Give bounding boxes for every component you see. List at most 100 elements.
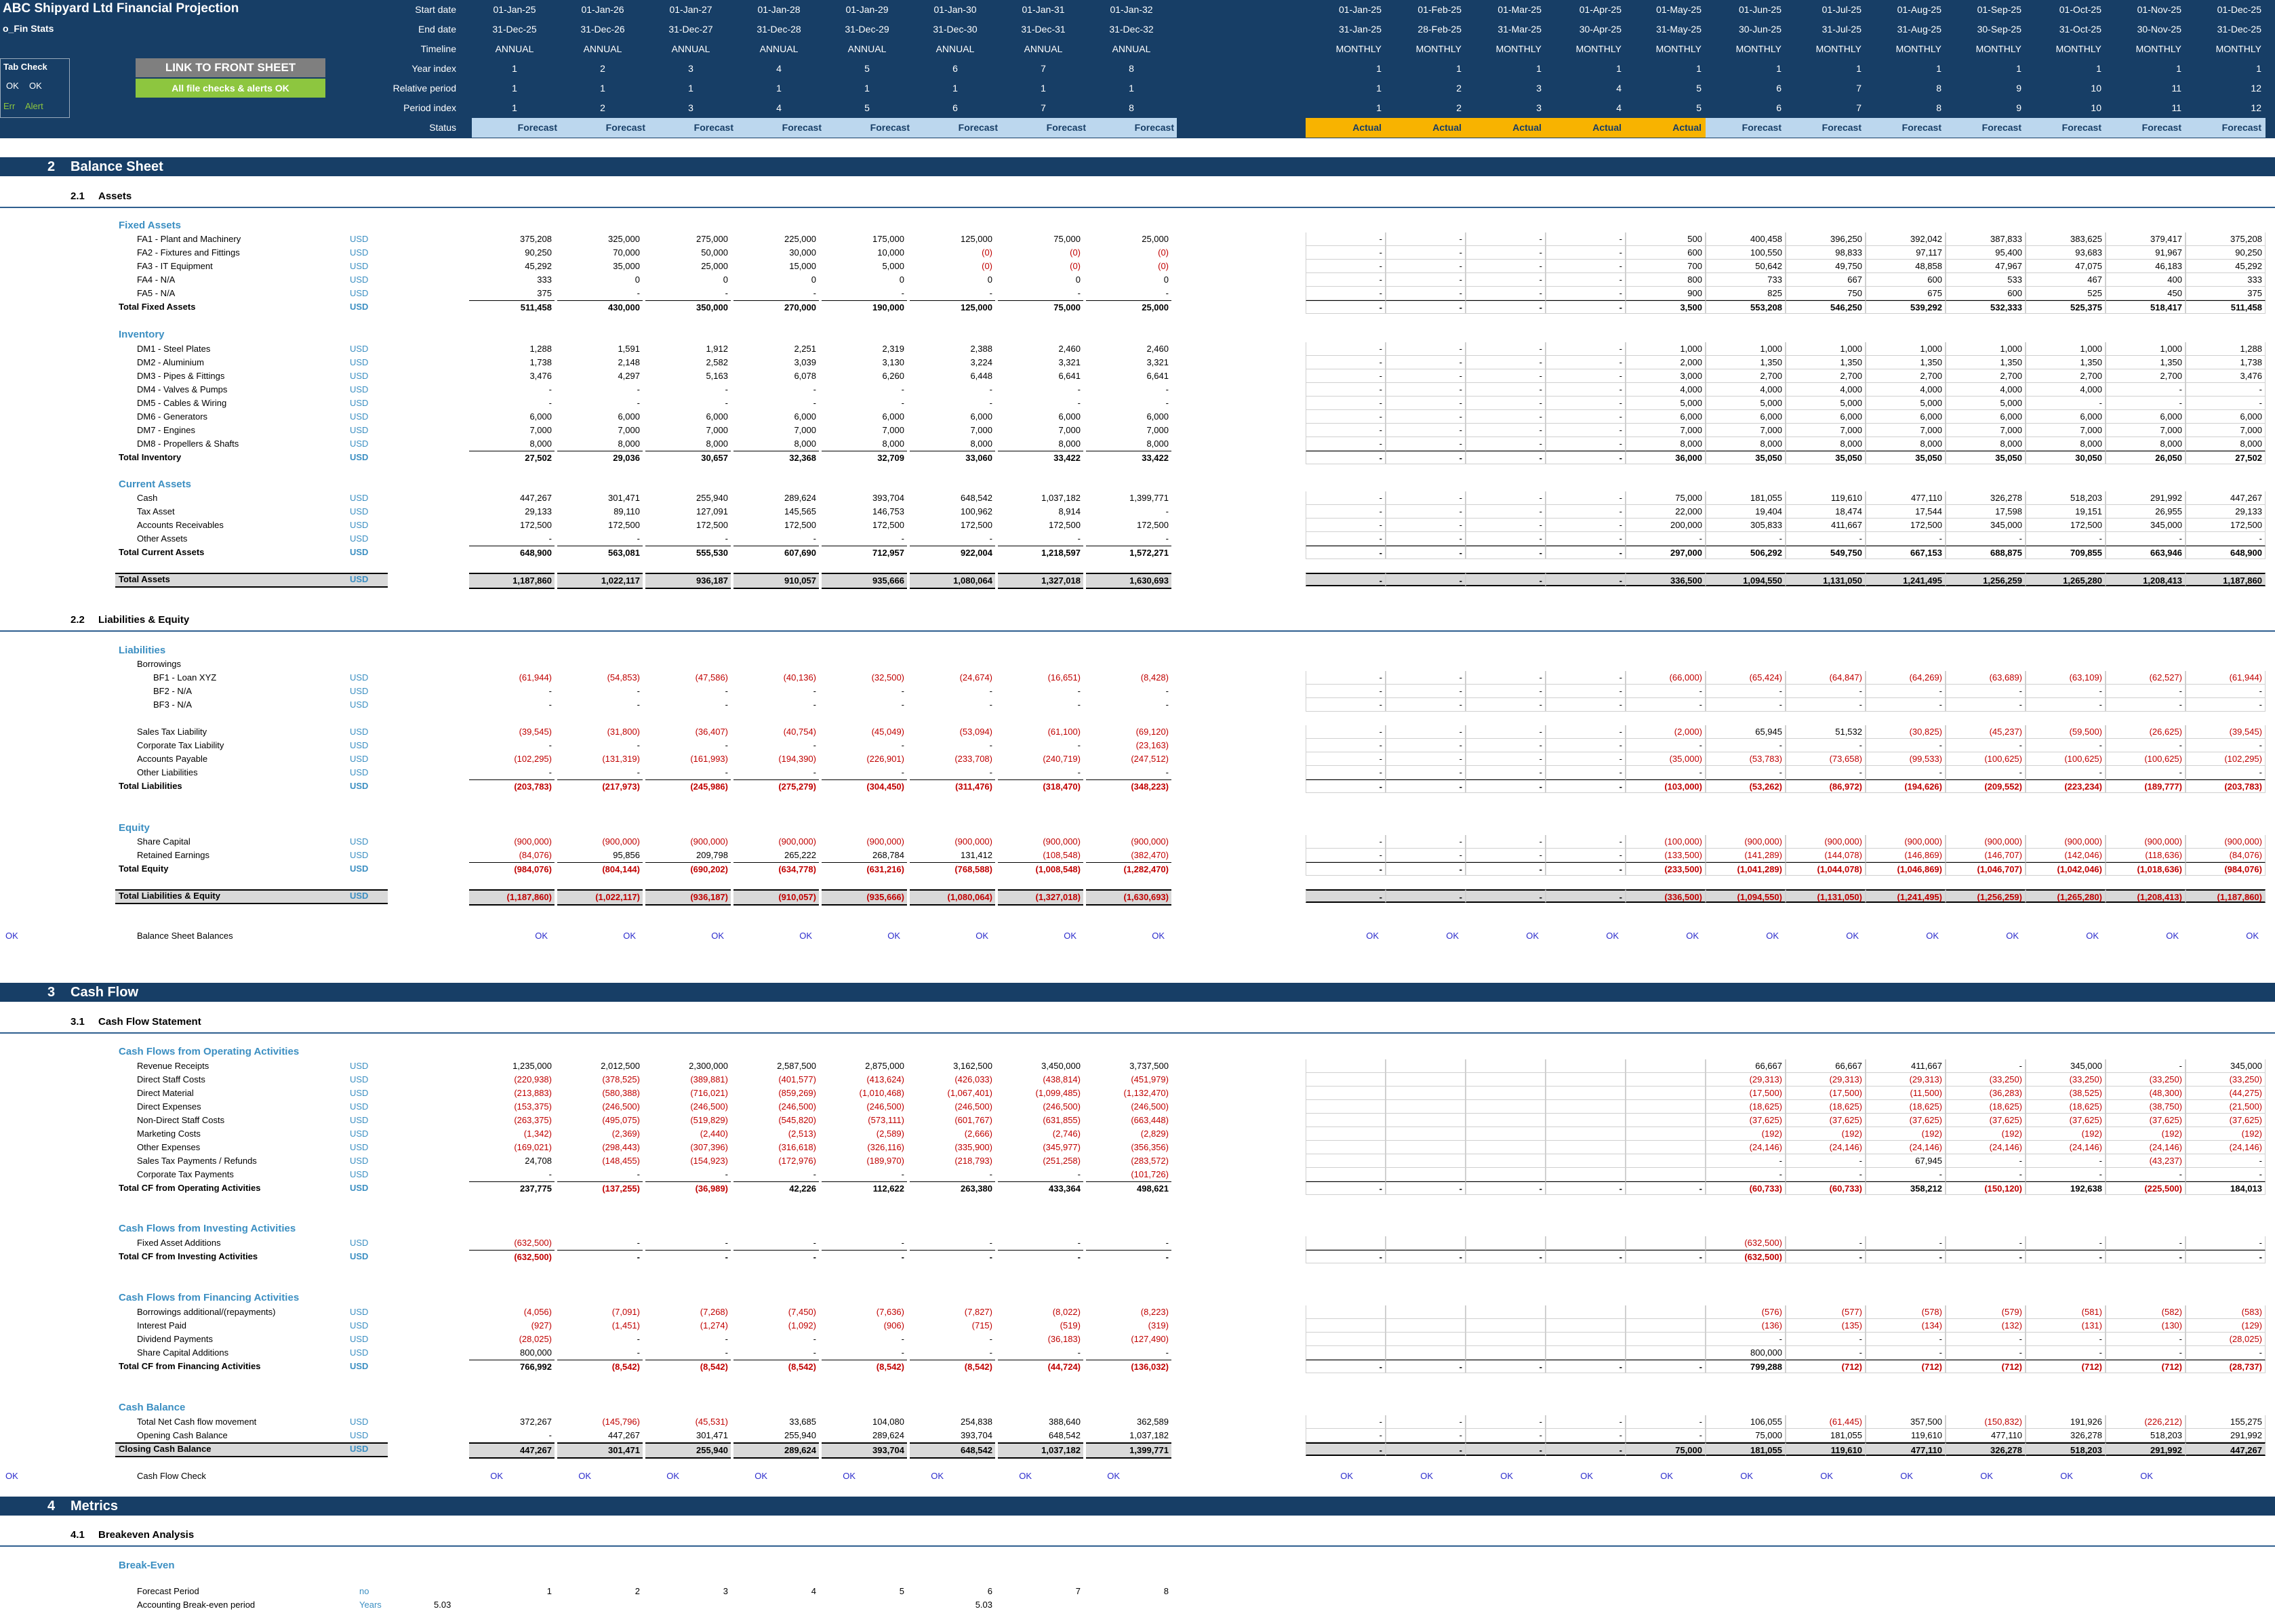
- annual-header-cell: 1: [776, 83, 782, 94]
- monthly-value-cell: -: [1306, 300, 1386, 314]
- monthly-value-cell: -: [1386, 1250, 1466, 1263]
- monthly-value-cell: (712): [2106, 1360, 2186, 1373]
- monthly-value-cell: -: [1546, 273, 1626, 287]
- annual-value-cell: -: [548, 398, 552, 408]
- monthly-value-cell: -: [1386, 685, 1466, 698]
- link-to-front-sheet-button[interactable]: LINK TO FRONT SHEET: [136, 58, 325, 77]
- monthly-value-cell: -: [1946, 1236, 2026, 1250]
- annual-value-cell: (47,586): [695, 672, 728, 683]
- tab-check-title: Tab Check: [3, 62, 47, 72]
- annual-value-cell: 712,957: [822, 546, 907, 560]
- monthly-value-cell: [1466, 1305, 1546, 1319]
- table-row: Borrowings additional/(repayments) USD (4,…: [0, 1305, 2275, 1319]
- annual-value-cell: 7,000: [970, 425, 992, 435]
- monthly-value-cell: [1466, 1100, 1546, 1114]
- annual-header-cell: 1: [512, 102, 517, 113]
- annual-value-cell: -: [1165, 398, 1169, 408]
- annual-header-cell: 5: [864, 63, 870, 74]
- monthly-value-cell: -: [1706, 739, 1786, 752]
- monthly-value-cell: -: [1626, 1429, 1706, 1442]
- annual-value-cell: -: [989, 1169, 992, 1179]
- annual-value-cell: 6,000: [618, 411, 640, 422]
- monthly-value-cell: -: [1546, 1415, 1626, 1429]
- row-label: DM3 - Pipes & Fittings: [137, 371, 225, 381]
- monthly-value-cell: -: [1866, 1236, 1946, 1250]
- annual-value-cell: 1,218,597: [998, 546, 1083, 560]
- row-label: DM6 - Generators: [137, 411, 208, 422]
- monthly-value-cell: -: [1386, 752, 1466, 766]
- total-label-bg: [115, 1442, 388, 1457]
- monthly-value-cell: (582): [2106, 1305, 2186, 1319]
- monthly-value-cell: -: [2026, 1168, 2106, 1181]
- section-number: 2: [47, 159, 56, 174]
- row-unit: no: [359, 1586, 369, 1596]
- monthly-check-cell: OK: [1526, 931, 1539, 941]
- monthly-value-cell: -: [2186, 739, 2266, 752]
- section-number: 4: [47, 1499, 56, 1514]
- monthly-value-cell: 600: [1626, 246, 1706, 260]
- annual-value-cell: -: [822, 1250, 907, 1264]
- annual-value-cell: 393,704: [872, 493, 904, 503]
- monthly-value-cell: -: [1386, 1360, 1466, 1373]
- monthly-value-cell: (579): [1946, 1305, 2026, 1319]
- monthly-value-cell: 17,544: [1866, 505, 1946, 519]
- annual-value-cell: -: [813, 1238, 816, 1248]
- monthly-check-cell: OK: [1446, 931, 1459, 941]
- header-row-label: Start date: [415, 4, 456, 15]
- row-unit: USD: [350, 452, 369, 462]
- annual-value-cell: (632,500): [469, 1250, 555, 1264]
- annual-value-cell: -: [901, 1347, 904, 1358]
- monthly-value-cell: -: [1466, 300, 1546, 314]
- annual-value-cell: 447,267: [608, 1430, 640, 1440]
- monthly-value-cell: -: [1546, 685, 1626, 698]
- monthly-value-cell: 450: [2106, 287, 2186, 300]
- row-unit: USD: [350, 1334, 369, 1344]
- monthly-value-cell: -: [1946, 1154, 2026, 1168]
- monthly-check-cell: OK: [1980, 1471, 1993, 1481]
- row-label: FA3 - IT Equipment: [137, 261, 213, 271]
- file-checks-status-button[interactable]: All file checks & alerts OK: [136, 79, 325, 98]
- monthly-value-cell: 66,667: [1706, 1059, 1786, 1073]
- annual-value-cell: 433,364: [998, 1181, 1083, 1196]
- monthly-header-cell: 01-Nov-25: [2137, 4, 2181, 15]
- group-heading: Break-Even: [119, 1560, 175, 1571]
- annual-value-cell: (631,855): [1043, 1115, 1081, 1125]
- annual-header-cell: ANNUAL: [583, 43, 622, 54]
- annual-value-cell: (1,282,470): [1086, 862, 1171, 876]
- monthly-value-cell: (18,625): [1946, 1100, 2026, 1114]
- annual-value-cell: (283,572): [1131, 1156, 1169, 1166]
- monthly-value-cell: (189,777): [2106, 779, 2186, 793]
- monthly-value-cell: 1,350: [1866, 356, 1946, 369]
- monthly-value-cell: 119,610: [1786, 1442, 1866, 1456]
- annual-value-cell: -: [910, 1250, 995, 1264]
- monthly-value-cell: -: [1626, 685, 1706, 698]
- table-row: BF3 - N/A USD - - - - - - - - - - - - - - - - - - - -: [0, 698, 2275, 712]
- monthly-header-cell: 1: [1696, 63, 1702, 74]
- annual-value-cell: (573,111): [868, 1115, 904, 1125]
- monthly-value-cell: (192): [1946, 1127, 2026, 1141]
- monthly-header-cell: 01-Oct-25: [2059, 4, 2101, 15]
- row-unit: USD: [350, 699, 369, 710]
- monthly-check-cell: OK: [1340, 1471, 1353, 1481]
- monthly-header-cell: 30-Jun-25: [1738, 24, 1781, 35]
- row-label: Other Expenses: [137, 1142, 201, 1152]
- annual-value-cell: (8,542): [733, 1360, 819, 1374]
- annual-value-cell: -: [725, 384, 728, 394]
- annual-value-cell: 10,000: [877, 247, 904, 258]
- annual-check-cell: OK: [1064, 931, 1076, 941]
- annual-value-cell: (131,319): [602, 754, 640, 764]
- monthly-value-cell: (36,283): [1946, 1087, 2026, 1100]
- annual-value-cell: (217,973): [557, 779, 643, 794]
- annual-value-cell: (0): [1158, 247, 1169, 258]
- monthly-value-cell: (24,146): [1866, 1141, 1946, 1154]
- monthly-header-cell: 01-Jan-25: [1338, 4, 1382, 15]
- row-label: Non-Direct Staff Costs: [137, 1115, 225, 1125]
- annual-value-cell: 301,471: [696, 1430, 728, 1440]
- monthly-value-cell: -: [1306, 1360, 1386, 1373]
- annual-value-cell: 648,900: [469, 546, 555, 560]
- monthly-value-cell: 375: [2186, 287, 2266, 300]
- row-unit: USD: [350, 275, 369, 285]
- annual-value-cell: 0: [635, 275, 640, 285]
- check-row: OK Balance Sheet Balances OK OK OK OK OK OK OK OK…: [0, 929, 2275, 943]
- annual-value-cell: 90,250: [525, 247, 552, 258]
